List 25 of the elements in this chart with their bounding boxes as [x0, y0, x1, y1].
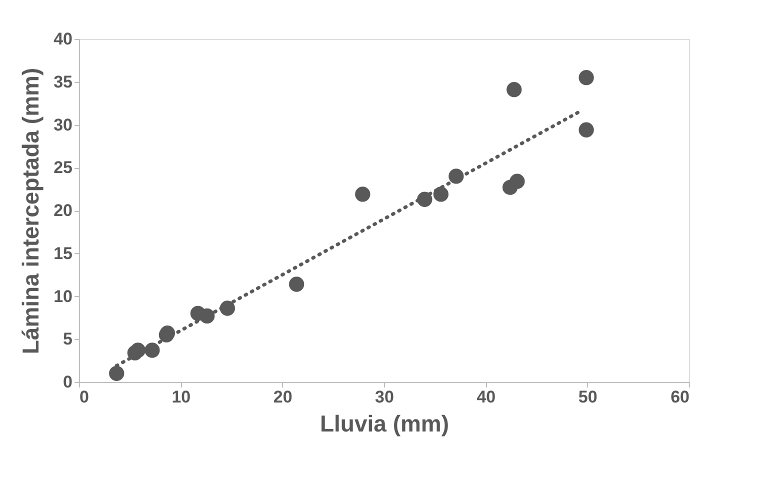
x-tick-label: 0	[80, 388, 89, 406]
x-tick-label: 20	[273, 388, 292, 406]
x-tick-label: 50	[578, 388, 598, 406]
y-tick-label: 20	[54, 201, 72, 220]
y-tick-label: 0	[63, 372, 72, 392]
y-tick-label: 35	[54, 72, 72, 92]
point	[288, 276, 304, 292]
y-tick-label: 40	[54, 30, 72, 48]
y-axis-title: Lámina interceptada (mm)	[18, 68, 44, 354]
point	[506, 82, 522, 98]
y-tick-label: 15	[54, 244, 72, 263]
point	[510, 174, 525, 189]
y-tick-label: 5	[63, 330, 72, 349]
x-tick-label: 60	[670, 388, 690, 406]
x-tick-label: 30	[375, 388, 394, 406]
x-tick-label: 10	[172, 388, 191, 406]
y-tick-label: 30	[54, 115, 72, 134]
point	[578, 122, 594, 138]
y-tick-label: 10	[54, 286, 72, 306]
x-tick-label: 40	[476, 388, 496, 406]
point	[578, 70, 594, 86]
y-tick-label: 25	[54, 158, 72, 178]
point	[355, 186, 370, 202]
x-axis-title: Lluvia (mm)	[320, 410, 450, 436]
point	[109, 366, 124, 381]
